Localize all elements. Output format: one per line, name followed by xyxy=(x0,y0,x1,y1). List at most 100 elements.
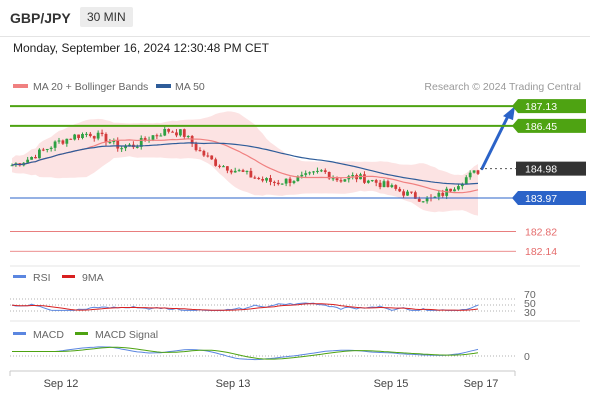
candle-body xyxy=(323,170,327,172)
candle-body xyxy=(198,150,202,152)
ma50-line xyxy=(11,142,479,185)
candle-body xyxy=(116,140,120,149)
level-label-183-97: 183.97 xyxy=(525,193,557,205)
candle-body xyxy=(370,180,374,182)
candle-body xyxy=(390,185,394,188)
rsi-level-50: 50 xyxy=(524,298,536,310)
candle-body xyxy=(34,156,37,159)
candle-body xyxy=(190,136,194,144)
candle-body xyxy=(312,171,315,173)
candle-body xyxy=(139,138,143,147)
instrument-title: GBP/JPY xyxy=(10,10,71,26)
candle-body xyxy=(143,138,147,141)
candle-body xyxy=(308,172,312,174)
x-label-sep15: Sep 15 xyxy=(374,378,409,390)
candle-body xyxy=(402,191,405,196)
candle-body xyxy=(120,148,124,150)
rsi-ma-legend-swatch xyxy=(62,275,75,278)
candle-body xyxy=(222,166,225,168)
price-panel xyxy=(10,106,515,216)
candle-body xyxy=(163,128,167,136)
candle-body xyxy=(178,129,182,136)
rsi-legend-label: RSI xyxy=(33,272,51,284)
candle-body xyxy=(343,179,347,182)
x-label-sep12: Sep 12 xyxy=(44,378,79,390)
ma50-legend-swatch xyxy=(156,84,171,88)
timestamp: Monday, September 16, 2024 12:30:48 PM C… xyxy=(13,41,269,55)
candle-body xyxy=(316,170,319,172)
candle-body xyxy=(159,135,163,137)
candle-body xyxy=(175,132,178,136)
candle-body xyxy=(300,174,304,177)
candle-body xyxy=(331,178,335,180)
ma20-legend-swatch xyxy=(13,84,28,88)
candle-body xyxy=(182,129,186,137)
timeframe-selector[interactable]: 30 MIN xyxy=(80,7,133,27)
bollinger-band xyxy=(12,111,478,216)
rsi-panel xyxy=(10,298,516,312)
candle-body xyxy=(85,133,88,135)
level-label-186-45: 186.45 xyxy=(525,121,557,133)
candle-body xyxy=(394,185,398,189)
candle-body xyxy=(406,191,409,196)
candle-body xyxy=(30,156,33,160)
rsi-9ma-line xyxy=(11,303,479,311)
macd-zero-label: 0 xyxy=(524,351,530,363)
candle-body xyxy=(319,170,323,172)
candle-body xyxy=(218,165,221,167)
candle-body xyxy=(449,188,452,192)
candle-body xyxy=(280,183,284,185)
ma20-legend-label: MA 20 + Bollinger Bands xyxy=(33,81,148,93)
candle-body xyxy=(441,192,445,196)
candle-body xyxy=(292,181,296,183)
candle-body xyxy=(386,181,390,188)
candle-body xyxy=(45,148,49,150)
candle-body xyxy=(413,192,417,199)
candle-body xyxy=(26,159,30,163)
level-label-182-14: 182.14 xyxy=(525,246,557,258)
macd-legend-swatch xyxy=(13,332,26,335)
level-label-bg xyxy=(518,191,586,205)
candle-body xyxy=(339,180,343,182)
level-label-bg xyxy=(518,99,586,114)
macd-signal-line xyxy=(12,346,479,360)
candle-body xyxy=(445,188,449,196)
candle-body xyxy=(269,178,272,182)
candle-body xyxy=(237,170,241,172)
candle-body xyxy=(460,183,464,187)
candle-body xyxy=(457,186,460,190)
candle-body xyxy=(124,146,127,149)
ma50-legend-label: MA 50 xyxy=(175,81,205,93)
candle-body xyxy=(155,135,159,137)
candle-body xyxy=(253,177,257,179)
level-label-184-98: 184.98 xyxy=(525,164,557,176)
candle-body xyxy=(135,146,139,148)
candle-body xyxy=(272,181,276,183)
candle-body xyxy=(186,136,190,138)
macd-legend-label: MACD xyxy=(33,329,64,341)
rsi-level-30: 30 xyxy=(524,307,536,319)
top-bar: GBP/JPY 30 MIN xyxy=(0,0,590,37)
candle-body xyxy=(69,138,73,140)
x-label-sep17: Sep 17 xyxy=(464,378,499,390)
candle-body xyxy=(77,134,80,139)
level-label-pointer xyxy=(512,118,518,133)
candle-body xyxy=(61,140,65,144)
candle-body xyxy=(73,134,77,140)
candle-body xyxy=(104,133,108,143)
candle-body xyxy=(229,170,233,173)
candle-body xyxy=(245,170,249,172)
macd-panel xyxy=(10,346,516,361)
candle-body xyxy=(53,141,57,148)
level-label-pointer xyxy=(512,99,518,114)
candle-body xyxy=(363,174,366,183)
level-label-187-13: 187.13 xyxy=(525,101,557,113)
level-label-bg xyxy=(516,161,586,176)
candle-body xyxy=(49,147,53,149)
candle-body xyxy=(327,171,331,179)
candle-body xyxy=(96,132,100,139)
candle-body xyxy=(304,173,308,175)
candle-body xyxy=(249,170,253,178)
research-credit: Research © 2024 Trading Central xyxy=(424,81,581,93)
candle-body xyxy=(38,149,41,159)
